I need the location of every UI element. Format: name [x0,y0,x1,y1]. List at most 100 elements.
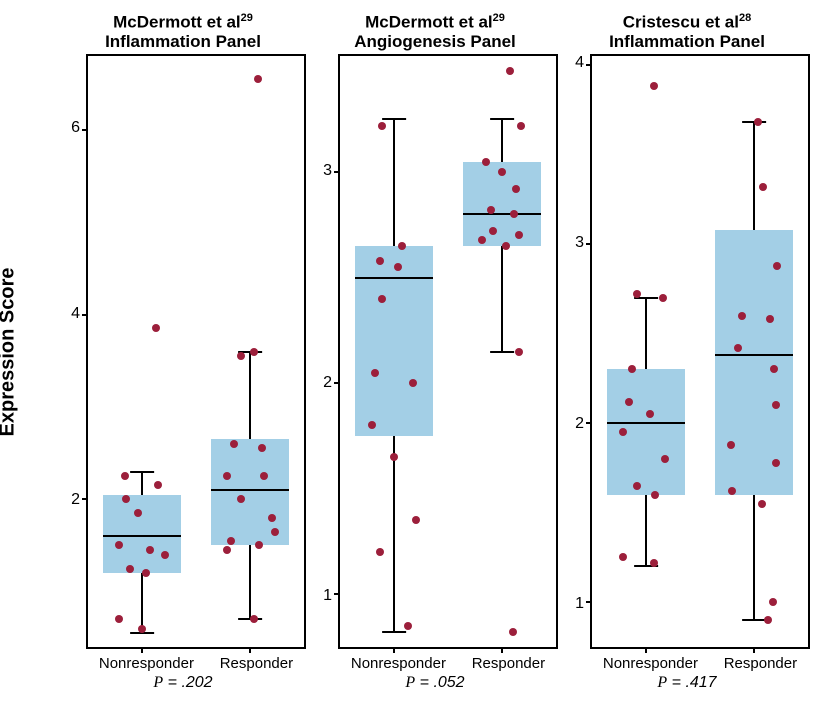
data-point [237,352,245,360]
x-ticks: NonresponderResponder [86,649,306,672]
plot-area [86,54,306,649]
whisker-cap-lower [490,351,514,353]
median-line [211,489,289,491]
p-value: P = .417 [564,672,810,692]
data-point [502,242,510,250]
data-point [255,541,263,549]
data-point [154,481,162,489]
whisker-cap-lower [382,631,406,633]
data-point [770,365,778,373]
data-point [661,455,669,463]
data-point [659,294,667,302]
y-tick-mark [82,129,88,131]
panel-title: Cristescu et al28Inflammation Panel [564,12,810,54]
median-line [463,213,541,215]
data-point [625,398,633,406]
data-point [482,158,490,166]
whisker-lower [501,246,503,352]
data-point [759,183,767,191]
x-tick-mark [141,647,143,653]
panel-title: McDermott et al29Inflammation Panel [60,12,306,54]
box-rect [715,230,793,495]
data-point [122,495,130,503]
box-rect [103,495,181,573]
median-line [103,535,181,537]
y-tick-mark [586,64,592,66]
data-point [764,616,772,624]
whisker-cap-upper [130,471,154,473]
x-tick-mark [753,647,755,653]
x-tick-label: Nonresponder [603,655,698,672]
whisker-upper [249,352,251,440]
data-point [619,553,627,561]
data-point [230,440,238,448]
p-value: P = .202 [60,672,306,692]
median-line [607,422,685,424]
data-point [368,421,376,429]
median-line [355,277,433,279]
data-point [146,546,154,554]
y-ticks: 1234 [564,54,590,649]
whisker-lower [753,495,755,620]
y-tick-label: 3 [575,234,584,252]
x-tick-label: Responder [724,655,797,672]
panel: McDermott et al29Angiogenesis Panel123No… [312,12,558,692]
y-tick-mark [334,171,340,173]
data-point [115,615,123,623]
whisker-upper [501,119,503,161]
y-tick-mark [334,593,340,595]
figure: Expression Score McDermott et al29Inflam… [0,0,828,704]
data-point [738,312,746,320]
data-point [628,365,636,373]
data-point [376,548,384,556]
data-point [254,75,262,83]
data-point [758,500,766,508]
data-point [766,315,774,323]
x-ticks: Nonresponder Responder [590,649,810,672]
whisker-lower [393,436,395,632]
y-tick-label: 2 [575,415,584,433]
data-point [512,185,520,193]
y-tick-mark [586,243,592,245]
y-tick-mark [586,422,592,424]
plot-wrap: 246 [60,54,306,649]
data-point [515,231,523,239]
data-point [478,236,486,244]
data-point [250,348,258,356]
y-tick-label: 2 [323,374,332,392]
whisker-upper [753,122,755,229]
y-tick-mark [82,498,88,500]
data-point [646,410,654,418]
data-point [152,324,160,332]
data-point [510,210,518,218]
data-point [223,472,231,480]
data-point [378,122,386,130]
data-point [142,569,150,577]
data-point [772,459,780,467]
whisker-cap-upper [490,118,514,120]
y-ticks: 123 [312,54,338,649]
data-point [223,546,231,554]
data-point [161,551,169,559]
data-point [121,472,129,480]
data-point [650,559,658,567]
data-point [398,242,406,250]
y-tick-mark [586,601,592,603]
data-point [773,262,781,270]
data-point [371,369,379,377]
data-point [258,444,266,452]
data-point [404,622,412,630]
x-tick-mark [501,647,503,653]
data-point [126,565,134,573]
data-point [728,487,736,495]
data-point [260,472,268,480]
x-tick-label: Responder [472,655,545,672]
data-point [237,495,245,503]
whisker-cap-lower [742,619,766,621]
whisker-upper [393,119,395,246]
x-tick-label: Responder [220,655,293,672]
data-point [378,295,386,303]
data-point [517,122,525,130]
y-tick-label: 6 [71,119,80,137]
data-point [271,528,279,536]
